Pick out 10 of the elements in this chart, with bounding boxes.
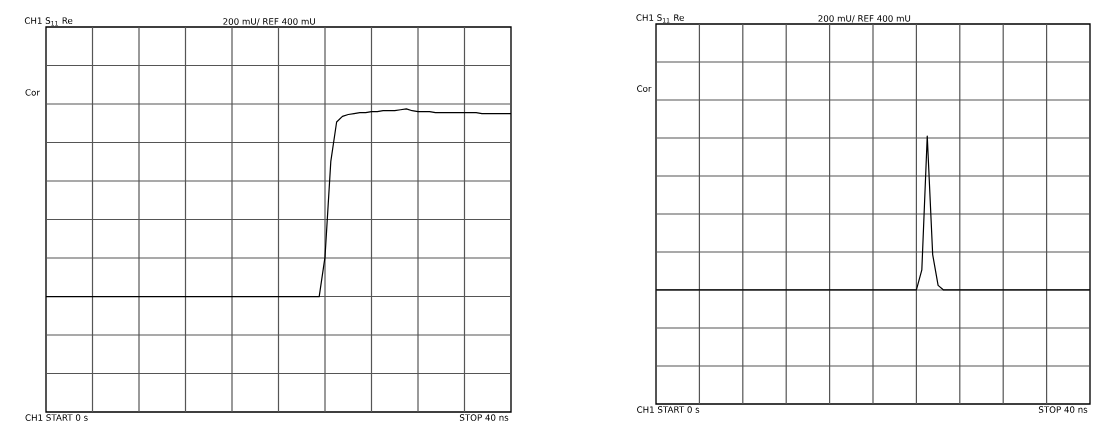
text: CH1 START 0 s	[25, 414, 88, 421]
chart-title: CH1 S$_{11}$ Re	[24, 17, 73, 26]
text: Cor	[25, 89, 40, 96]
chart-subtitle: 200 mU/ REF 400 mU	[818, 15, 911, 23]
chart-title: CH1 S$_{11}$ Re	[636, 14, 684, 23]
text: STOP 40 ns	[459, 414, 509, 421]
text: CH1 START 0 s	[637, 406, 700, 413]
text: Cor	[637, 85, 652, 92]
chart-subtitle: 200 mU/ REF 400 mU	[223, 18, 315, 26]
text: STOP 40 ns	[1038, 406, 1088, 413]
